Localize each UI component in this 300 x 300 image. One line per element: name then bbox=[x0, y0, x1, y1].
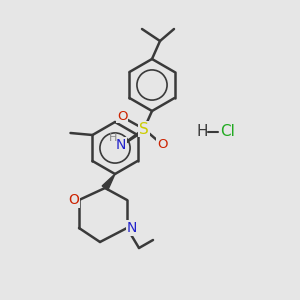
Polygon shape bbox=[102, 174, 115, 190]
Text: S: S bbox=[139, 122, 149, 136]
Text: H: H bbox=[109, 133, 117, 143]
Text: Cl: Cl bbox=[220, 124, 235, 140]
Text: O: O bbox=[69, 193, 80, 207]
Text: O: O bbox=[117, 110, 127, 122]
Text: O: O bbox=[157, 137, 167, 151]
Text: N: N bbox=[116, 138, 126, 152]
Text: N: N bbox=[127, 221, 137, 235]
Text: H: H bbox=[196, 124, 208, 140]
